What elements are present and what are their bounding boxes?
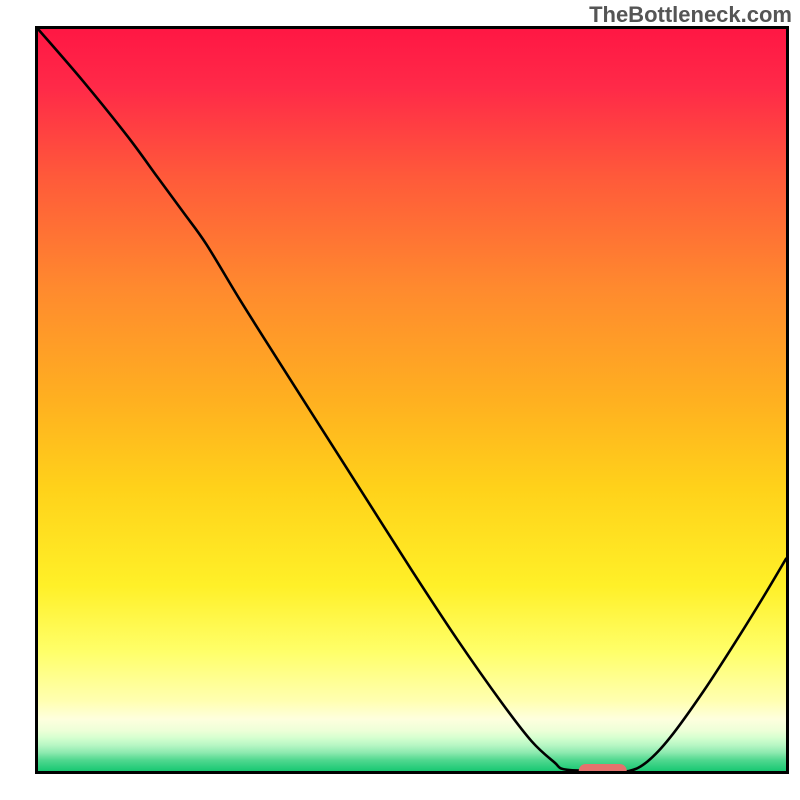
optimum-marker: [579, 764, 627, 771]
watermark-text: TheBottleneck.com: [589, 2, 792, 28]
bottleneck-chart: [38, 29, 786, 771]
chart-background: [38, 29, 786, 771]
